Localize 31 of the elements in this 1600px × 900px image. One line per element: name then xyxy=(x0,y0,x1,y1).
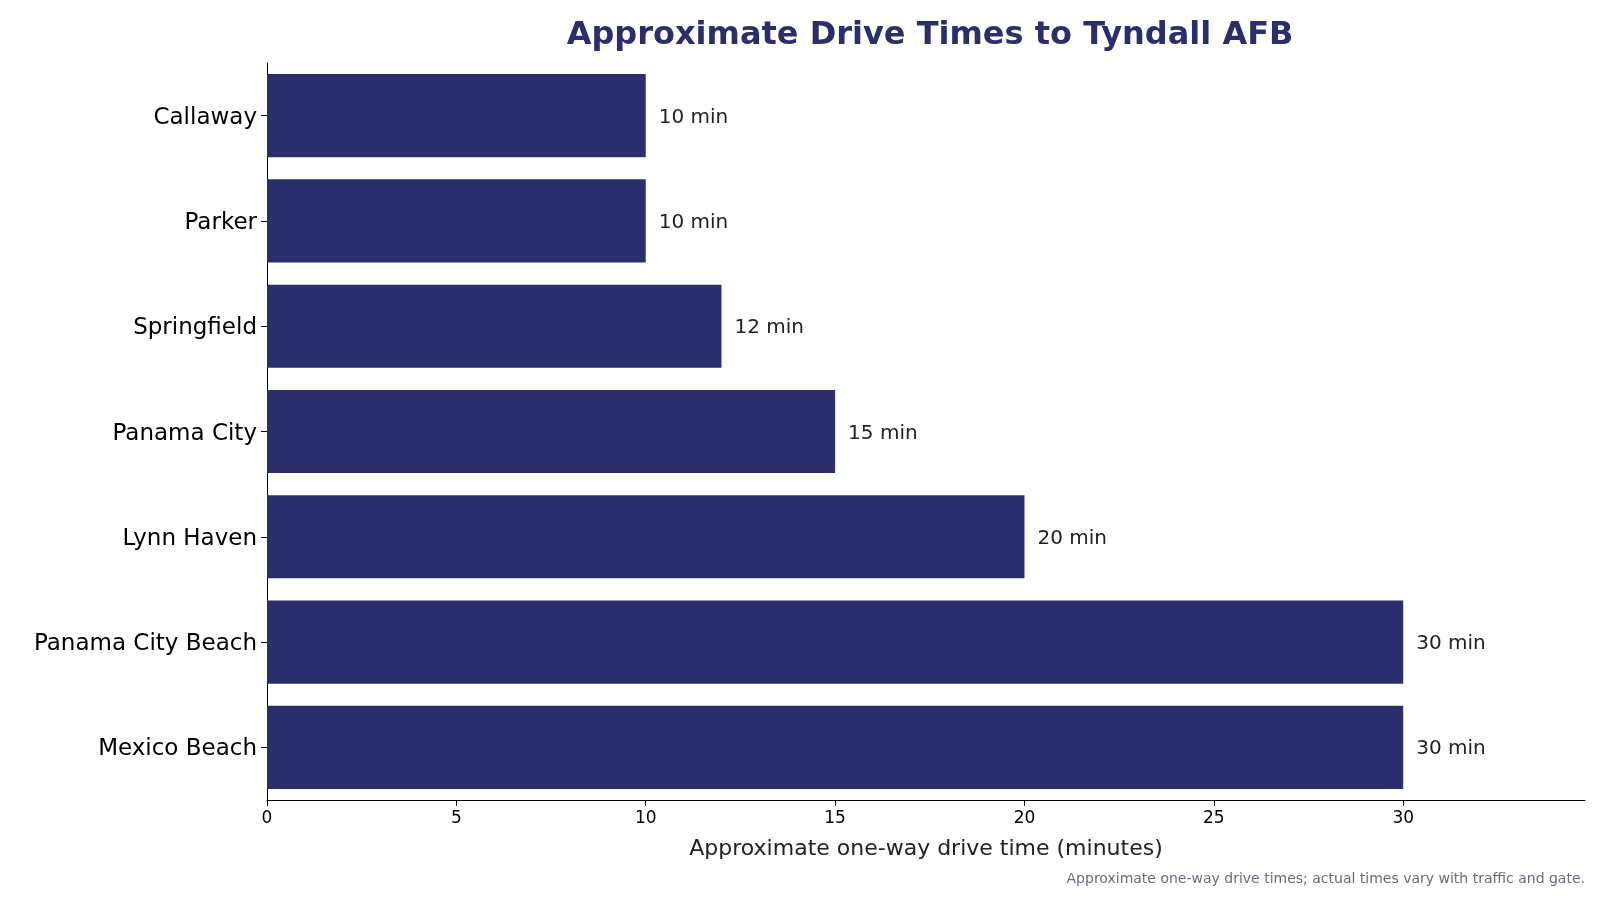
data-label: 30 min xyxy=(1416,630,1486,655)
x-tick-label: 25 xyxy=(1203,806,1225,827)
x-tick-label: 5 xyxy=(450,806,462,827)
bar xyxy=(267,389,836,474)
y-tick-label: Lynn Haven xyxy=(122,523,257,550)
data-label: 30 min xyxy=(1416,735,1486,760)
y-tick-label: Parker xyxy=(184,207,258,234)
bar xyxy=(267,74,646,158)
bar xyxy=(267,179,646,263)
data-label: 15 min xyxy=(848,419,918,444)
data-label: 10 min xyxy=(658,208,729,233)
bar xyxy=(267,495,1025,579)
x-tick-label: 20 xyxy=(1013,806,1036,827)
x-axis-title: Approximate one-way drive time (minutes) xyxy=(689,834,1163,860)
y-tick-label: Panama City Beach xyxy=(33,629,257,656)
y-tick-label: Callaway xyxy=(153,102,257,129)
y-tick-label: Mexico Beach xyxy=(98,734,257,761)
y-tick-label: Panama City xyxy=(112,418,257,445)
y-tick-label: Springfield xyxy=(133,313,257,340)
chart-title: Approximate Drive Times to Tyndall AFB xyxy=(566,14,1294,52)
bar xyxy=(267,284,722,368)
bar xyxy=(267,705,1404,789)
x-tick-label: 10 xyxy=(634,806,657,827)
data-label: 12 min xyxy=(734,314,805,339)
data-label: 10 min xyxy=(658,103,729,128)
x-tick-label: 0 xyxy=(261,806,273,827)
x-tick-label: 30 xyxy=(1392,806,1415,827)
bar xyxy=(267,600,1404,684)
x-tick-label: 15 xyxy=(824,806,846,827)
data-label: 20 min xyxy=(1037,524,1107,549)
text: Approximate one-way drive times; actual times vary with traffic and gate. xyxy=(1066,870,1586,886)
